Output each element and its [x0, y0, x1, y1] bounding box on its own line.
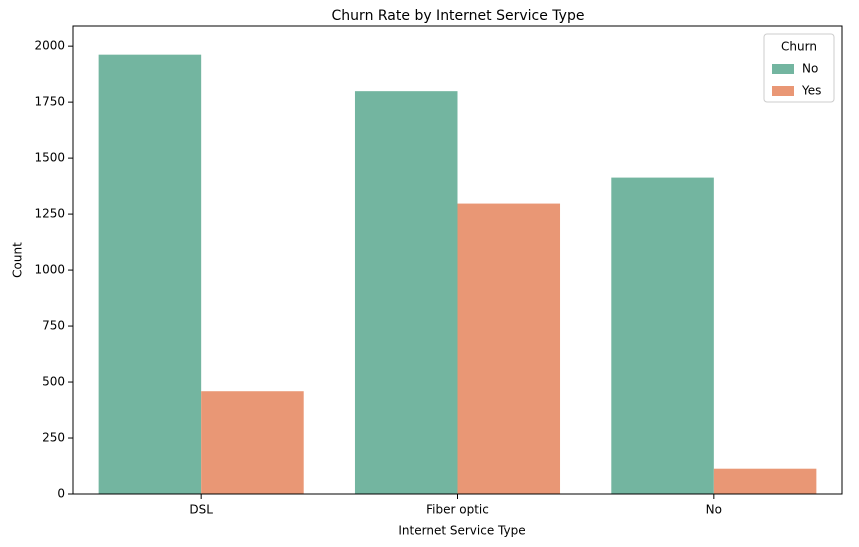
- y-tick-label: 1250: [34, 207, 65, 221]
- y-axis-label: Count: [11, 242, 25, 278]
- bar: [98, 54, 202, 494]
- legend-swatch: [772, 86, 794, 96]
- y-tick-label: 1750: [34, 95, 65, 109]
- plot-frame: [72, 25, 843, 495]
- y-tick-label: 500: [42, 375, 65, 389]
- y-tick-label: 250: [42, 431, 65, 445]
- bar: [457, 203, 561, 494]
- bar: [201, 391, 304, 494]
- bar: [713, 468, 817, 494]
- legend-label: No: [802, 62, 818, 76]
- y-tick-label: 1000: [34, 263, 65, 277]
- bar: [354, 91, 458, 495]
- bar: [611, 177, 714, 494]
- x-tick-label: DSL: [189, 503, 213, 517]
- x-axis-label: Internet Service Type: [398, 524, 525, 538]
- y-tick-label: 2000: [34, 39, 65, 53]
- x-tick-label: No: [706, 503, 722, 517]
- chart-title: Churn Rate by Internet Service Type: [332, 8, 585, 24]
- legend-title: Churn: [781, 40, 817, 54]
- x-tick-label: Fiber optic: [426, 503, 489, 517]
- y-tick-label: 750: [42, 319, 65, 333]
- legend-box: [763, 33, 835, 103]
- y-tick-label: 1500: [34, 151, 65, 165]
- legend-label: Yes: [801, 84, 821, 98]
- legend-swatch: [772, 64, 794, 74]
- y-tick-label: 0: [57, 487, 65, 501]
